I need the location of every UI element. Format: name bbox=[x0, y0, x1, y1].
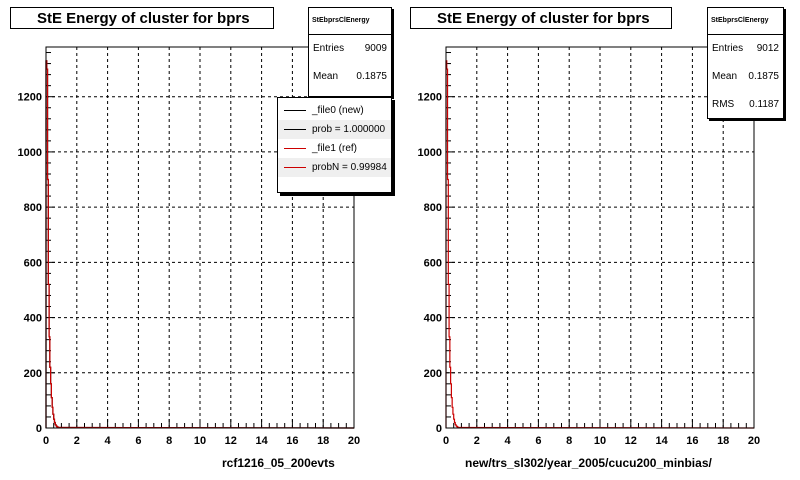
chart-title: StE Energy of cluster for bprs bbox=[410, 7, 672, 29]
stats-value: 0.1875 bbox=[748, 71, 779, 82]
stats-label: Mean bbox=[313, 71, 339, 82]
y-tick-label: 0 bbox=[36, 423, 42, 435]
stats-row-mean: Mean 0.1875 bbox=[309, 63, 391, 91]
stats-histogram-name: StEbprsClEnergy bbox=[708, 8, 783, 35]
y-tick-label: 800 bbox=[424, 202, 442, 214]
legend-entry: probN = 0.99984 bbox=[278, 158, 391, 177]
histogram-series-line bbox=[45, 60, 355, 429]
legend-label: _file0 (new) bbox=[312, 105, 364, 116]
stats-row-mean: Mean 0.1875 bbox=[708, 63, 783, 91]
plot-frame bbox=[445, 46, 755, 429]
y-tick-label: 1000 bbox=[418, 147, 442, 159]
x-tick-label: 20 bbox=[748, 435, 760, 447]
x-tick-label: 16 bbox=[686, 435, 698, 447]
x-tick-label: 20 bbox=[348, 435, 360, 447]
plot-frame bbox=[45, 46, 355, 429]
y-tick-label: 0 bbox=[436, 423, 442, 435]
x-tick-label: 18 bbox=[317, 435, 329, 447]
x-tick-label: 0 bbox=[43, 435, 49, 447]
x-tick-label: 2 bbox=[74, 435, 80, 447]
y-tick-label: 200 bbox=[424, 368, 442, 380]
y-tick-label: 200 bbox=[24, 368, 42, 380]
stats-row-entries: Entries 9009 bbox=[309, 35, 391, 63]
right-panel: 0 2 4 6 8 10 12 14 16 18 20 0 200 400 600 800 1000 1200 S… bbox=[400, 0, 800, 480]
y-tick-label: 1200 bbox=[18, 92, 42, 104]
stats-value: 0.1187 bbox=[749, 99, 779, 110]
x-tick-label: 0 bbox=[443, 435, 449, 447]
stats-row-rms: RMS 0.1187 bbox=[708, 91, 783, 119]
stats-value: 9009 bbox=[364, 43, 387, 54]
x-tick-label: 4 bbox=[505, 435, 512, 447]
x-tick-label: 8 bbox=[566, 435, 572, 447]
x-tick-label: 10 bbox=[594, 435, 606, 447]
stats-row-entries: Entries 9012 bbox=[708, 35, 783, 63]
x-tick-label: 12 bbox=[625, 435, 637, 447]
x-tick-label: 18 bbox=[717, 435, 729, 447]
x-axis-label: rcf1216_05_200evts bbox=[222, 456, 335, 470]
legend-label: prob = 1.000000 bbox=[312, 124, 386, 135]
stats-label: Entries bbox=[313, 43, 345, 54]
x-axis-label: new/trs_sl302/year_2005/cucu200_minbias/ bbox=[465, 456, 712, 470]
x-tick-label: 12 bbox=[225, 435, 237, 447]
legend-entry: _file0 (new) bbox=[278, 101, 391, 120]
legend-label: probN = 0.99984 bbox=[312, 162, 387, 173]
stats-label: RMS bbox=[712, 99, 735, 110]
stats-box: StEbprsClEnergy Entries 9009 Mean 0.1875 bbox=[308, 7, 392, 97]
x-tick-label: 14 bbox=[655, 435, 668, 447]
y-tick-label: 600 bbox=[424, 257, 442, 269]
legend-entry: _file1 (ref) bbox=[278, 139, 391, 158]
legend-line-swatch bbox=[284, 167, 306, 168]
x-tick-label: 4 bbox=[105, 435, 112, 447]
stats-value: 9012 bbox=[756, 43, 779, 54]
x-tick-label: 6 bbox=[135, 435, 141, 447]
chart-title: StE Energy of cluster for bprs bbox=[10, 7, 274, 29]
y-tick-label: 800 bbox=[24, 202, 42, 214]
y-tick-label: 1000 bbox=[18, 147, 42, 159]
histogram-series-line bbox=[445, 60, 755, 429]
x-tick-label: 2 bbox=[474, 435, 480, 447]
legend-label: _file1 (ref) bbox=[312, 143, 358, 154]
x-tick-label: 8 bbox=[166, 435, 172, 447]
stats-label: Entries bbox=[712, 43, 744, 54]
stats-histogram-name: StEbprsClEnergy bbox=[309, 8, 391, 35]
left-panel: 0 2 4 6 8 10 12 14 16 18 20 0 200 400 600 800 1000 1200 S… bbox=[10, 7, 392, 470]
legend-line-swatch bbox=[284, 129, 306, 130]
x-tick-label: 16 bbox=[286, 435, 298, 447]
y-tick-label: 1200 bbox=[418, 92, 442, 104]
y-tick-label: 400 bbox=[24, 313, 42, 325]
stats-label: Mean bbox=[712, 71, 738, 82]
x-tick-label: 10 bbox=[194, 435, 206, 447]
legend-line-swatch bbox=[284, 148, 306, 149]
x-tick-label: 6 bbox=[535, 435, 541, 447]
legend-line-swatch bbox=[284, 110, 306, 111]
legend-entry: prob = 1.000000 bbox=[278, 120, 391, 139]
plot-area bbox=[446, 47, 754, 428]
x-tick-label: 14 bbox=[255, 435, 268, 447]
legend: _file0 (new) prob = 1.000000 _file1 (ref… bbox=[277, 97, 392, 193]
y-tick-label: 400 bbox=[424, 313, 442, 325]
y-tick-label: 600 bbox=[24, 257, 42, 269]
stats-box: StEbprsClEnergy Entries 9012 Mean 0.1875… bbox=[707, 7, 784, 119]
stats-value: 0.1875 bbox=[356, 71, 387, 82]
